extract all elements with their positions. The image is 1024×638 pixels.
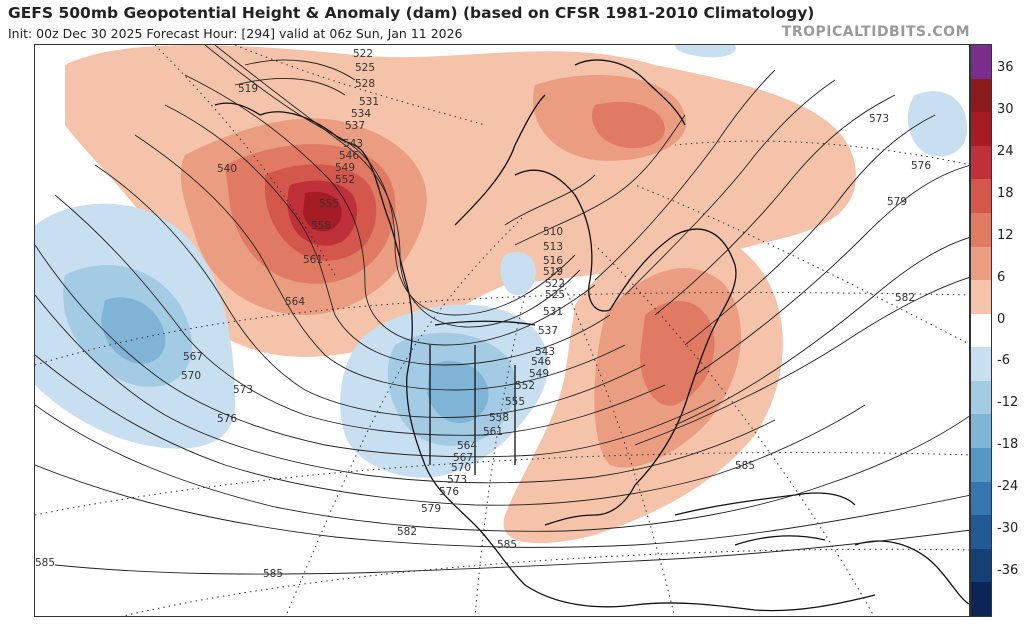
color-scale-tick-label: -12 xyxy=(997,395,1019,411)
contour-label-543-plains: 543 xyxy=(535,346,555,358)
contour-label-558-plains: 558 xyxy=(489,412,509,424)
contour-label-528-north: 528 xyxy=(355,78,375,90)
contour-label-576-pacific: 576 xyxy=(217,413,237,425)
contour-label-546: 546 xyxy=(339,150,359,162)
contour-label-585-caribbean: 585 xyxy=(735,460,755,472)
color-scale-tick-label: 36 xyxy=(997,59,1014,75)
contour-label-579-atlantic: 579 xyxy=(887,196,907,208)
color-scale-tick-label: 30 xyxy=(997,101,1014,117)
contour-label-579: 579 xyxy=(421,503,441,515)
contour-label-576-sw: 576 xyxy=(439,486,459,498)
contour-label-546-plains: 546 xyxy=(531,356,551,368)
color-scale-segment xyxy=(971,212,991,248)
contour-label-555: 555 xyxy=(319,198,339,210)
height-contours xyxy=(35,45,969,575)
color-scale-segment xyxy=(971,515,991,550)
contour-label-564: 564 xyxy=(285,296,305,308)
color-scale-segment xyxy=(971,448,991,483)
color-scale-tick-label: 24 xyxy=(997,143,1014,159)
color-scale-segment xyxy=(971,414,991,449)
contour-label-519-hudson: 519 xyxy=(543,266,563,278)
contour-label-561: 561 xyxy=(303,254,323,266)
contour-label-522-north: 522 xyxy=(353,48,373,60)
contour-label-513: 513 xyxy=(543,241,563,253)
contour-label-525-north: 525 xyxy=(355,62,375,74)
color-scale-segment xyxy=(971,313,991,348)
contour-label-540-bering: 540 xyxy=(217,163,237,175)
anomaly-shading xyxy=(35,45,968,544)
contour-label-543: 543 xyxy=(343,138,363,150)
color-scale-tick-label: -30 xyxy=(997,521,1019,537)
negative-anomaly-pacific xyxy=(35,203,235,449)
contour-label-516: 516 xyxy=(543,255,563,267)
contour-label-531-north: 531 xyxy=(359,96,379,108)
contour-label-567-pacific: 567 xyxy=(183,351,203,363)
color-scale-segment xyxy=(971,45,991,80)
map-panel: 522 525 528 531 534 537 543 546 549 552 … xyxy=(34,44,970,617)
positive-anomaly-arctic xyxy=(533,75,687,161)
color-scale-segment xyxy=(971,582,991,617)
color-scale-segment xyxy=(971,145,991,180)
contour-label-522-hudson: 522 xyxy=(545,278,565,290)
contour-label-585-pacific: 585 xyxy=(263,568,283,580)
contour-label-534-north: 534 xyxy=(351,108,371,120)
contour-labels: 522 525 528 531 534 537 543 546 549 552 … xyxy=(35,48,931,580)
contour-label-555-plains: 555 xyxy=(505,396,525,408)
contour-label-570-pacific: 570 xyxy=(181,370,201,382)
color-scale-tick-label: 6 xyxy=(997,269,1006,285)
contour-label-552-plains: 552 xyxy=(515,380,535,392)
color-scale-tick-label: -18 xyxy=(997,437,1019,453)
contour-label-582-atlantic: 582 xyxy=(895,292,915,304)
contour-label-564-sw: 564 xyxy=(457,440,477,452)
color-scale-segment xyxy=(971,347,991,382)
contour-label-582: 582 xyxy=(397,526,417,538)
map-canvas: 522 525 528 531 534 537 543 546 549 552 … xyxy=(35,45,969,616)
color-scale-tick-label: 18 xyxy=(997,185,1014,201)
contour-label-573-sw: 573 xyxy=(447,474,467,486)
contour-label-570-sw: 570 xyxy=(451,462,471,474)
contour-label-537: 537 xyxy=(538,325,558,337)
coastlines xyxy=(214,59,969,612)
contour-label-561-plains: 561 xyxy=(483,426,503,438)
contour-label-567-sw: 567 xyxy=(453,452,473,464)
color-scale-segment xyxy=(971,78,991,113)
color-scale-segment xyxy=(971,179,991,214)
color-scale-tick-label: 0 xyxy=(997,311,1006,327)
color-scale-tick-label: -6 xyxy=(997,353,1010,369)
color-scale-segment xyxy=(971,112,991,147)
color-scale-tick-label: 12 xyxy=(997,227,1014,243)
negative-anomaly-atlantic xyxy=(500,45,968,296)
contour-label-585-pacific-west: 585 xyxy=(35,557,55,569)
color-scale-segment xyxy=(971,246,991,281)
brand-watermark: TROPICALTIDBITS.COM xyxy=(781,24,970,40)
contour-label-537-north: 537 xyxy=(345,120,365,132)
contour-label-510: 510 xyxy=(543,226,563,238)
contour-label-558: 558 xyxy=(311,220,331,232)
contour-label-519-bering: 519 xyxy=(238,83,258,95)
contour-label-576-atlantic: 576 xyxy=(911,160,931,172)
color-scale-segment xyxy=(971,380,991,415)
contour-label-531: 531 xyxy=(543,306,563,318)
color-scale xyxy=(970,44,992,617)
color-scale-tick-label: -36 xyxy=(997,563,1019,579)
positive-anomaly-east-us xyxy=(503,233,783,544)
contour-label-573-atlantic: 573 xyxy=(869,113,889,125)
contour-label-549-plains: 549 xyxy=(529,368,549,380)
color-scale-segment xyxy=(971,481,991,516)
contour-label-585-mexico: 585 xyxy=(497,539,517,551)
color-scale-segment xyxy=(971,280,991,315)
lat-lon-grid xyxy=(35,45,969,616)
chart-title: GEFS 500mb Geopotential Height & Anomaly… xyxy=(8,4,815,22)
contour-label-552: 552 xyxy=(335,174,355,186)
color-scale-segment xyxy=(971,548,991,583)
color-scale-tick-label: -24 xyxy=(997,479,1019,495)
contour-label-573-pacific: 573 xyxy=(233,384,253,396)
contour-label-549: 549 xyxy=(335,162,355,174)
chart-subtitle: Init: 00z Dec 30 2025 Forecast Hour: [29… xyxy=(8,26,463,41)
contour-label-525-hudson: 525 xyxy=(545,289,565,301)
